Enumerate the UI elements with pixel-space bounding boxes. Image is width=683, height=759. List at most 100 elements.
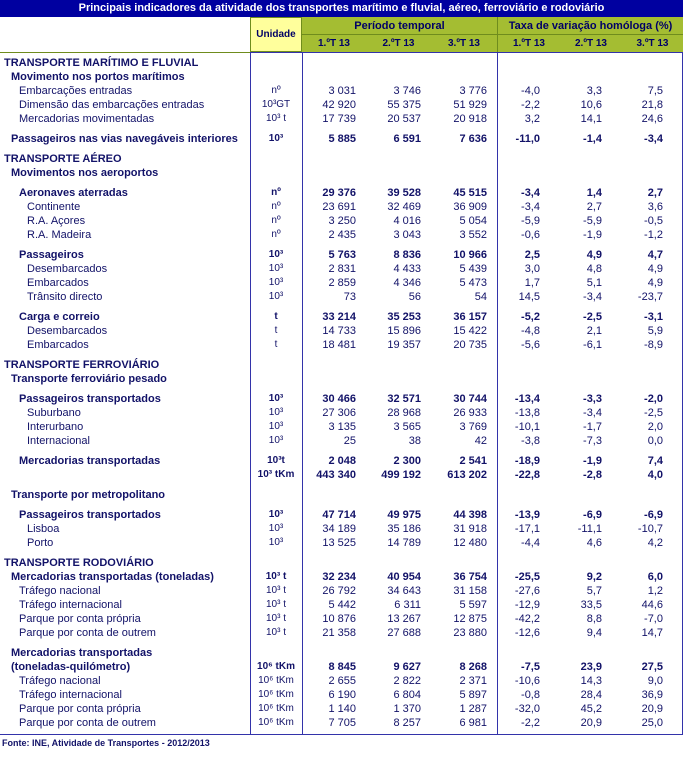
value-cell: [302, 556, 366, 570]
rate-cell: 44,6: [641, 599, 663, 611]
table-row: 10³ tKm 443 340 499 192 613 202 -22,8 -2,8 4,0: [0, 468, 683, 482]
row-label: TRANSPORTE RODOVIÁRIO: [4, 557, 154, 569]
table-row: Movimentos nos aeroportos: [0, 166, 683, 180]
value-cell: 27 306: [322, 407, 356, 419]
unit-cell: 10⁶ tKm: [258, 675, 294, 686]
row-label: Embarcados: [27, 339, 89, 351]
value-cell: 4 433: [393, 263, 421, 275]
row-label: Tráfego internacional: [19, 689, 122, 701]
rate-cell: [622, 166, 683, 180]
row-label: Dimensão das embarcações entradas: [19, 99, 205, 111]
rate-cell: -3,1: [644, 311, 663, 323]
row-label: Passageiros transportados: [19, 509, 161, 521]
table-row: Carga e correio t 33 214 35 253 36 157 -5,2 -2…: [0, 310, 683, 324]
rate-cell: 7,5: [647, 85, 663, 97]
value-cell: [302, 646, 366, 660]
rate-cell: 28,4: [580, 689, 602, 701]
rate-cell: -25,5: [514, 571, 540, 583]
table-row: Tráfego internacional 10⁶ tKm 6 190 6 804 5 …: [0, 688, 683, 702]
unit-cell: 10³: [268, 291, 284, 302]
rate-cell: -3,3: [583, 393, 602, 405]
value-cell: 2 822: [393, 675, 421, 687]
rate-cell: 6,0: [647, 571, 663, 583]
value-cell: 8 268: [459, 661, 487, 673]
value-cell: 19 357: [387, 339, 421, 351]
unit-cell: 10³ t: [265, 113, 286, 124]
rate-cell: -3,4: [583, 407, 602, 419]
value-cell: [431, 358, 497, 372]
value-cell: [366, 372, 431, 386]
unit-cell: 10³: [268, 523, 284, 534]
rate-cell: -1,4: [583, 133, 602, 145]
rate-cell: 3,3: [586, 85, 602, 97]
unit-cell: 10³ t: [265, 599, 286, 610]
value-cell: 2 655: [328, 675, 356, 687]
rate-cell: [622, 70, 683, 84]
value-cell: [431, 166, 497, 180]
source-note: Fonte: INE, Atividade de Transportes - 2…: [2, 738, 210, 748]
rate-cell: 4,9: [647, 277, 663, 289]
rate-cell: -3,4: [583, 291, 602, 303]
value-cell: 18 481: [322, 339, 356, 351]
rate-cell: -23,7: [637, 291, 663, 303]
rate-cell: 1,4: [586, 187, 602, 199]
rate-cell: -11,1: [577, 523, 602, 535]
value-cell: 30 466: [322, 393, 356, 405]
value-cell: 3 769: [459, 421, 487, 433]
value-cell: 35 186: [387, 523, 421, 535]
table-row: Tráfego nacional 10⁶ tKm 2 655 2 822 2 371 -1…: [0, 674, 683, 688]
value-cell: 20 735: [453, 339, 487, 351]
rate-cell: 14,1: [580, 113, 602, 125]
unit-cell: nº: [271, 229, 281, 240]
table-row: Desembarcados 10³ 2 831 4 433 5 439 3,0 4,8 4,9: [0, 262, 683, 276]
table-row: (toneladas-quilómetro) 10⁶ tKm 8 845 9 627 8…: [0, 660, 683, 674]
value-cell: 30 744: [453, 393, 487, 405]
row-label: Parque por conta de outrem: [19, 717, 156, 729]
table-body: TRANSPORTE MARÍTIMO E FLUVIAL Movimento n…: [0, 53, 683, 735]
unit-cell: [250, 166, 302, 180]
value-cell: 21 358: [322, 627, 356, 639]
table-row: Tráfego nacional 10³ t 26 792 34 643 31 158 -…: [0, 584, 683, 598]
table-header: Unidade Período temporal Taxa de variaçã…: [0, 17, 683, 53]
value-cell: 27 688: [387, 627, 421, 639]
table-row: Transporte ferroviário pesado: [0, 372, 683, 386]
table-row: Aeronaves aterradas nº 29 376 39 528 45 515 -…: [0, 186, 683, 200]
value-cell: 32 234: [322, 571, 356, 583]
row-label: Trânsito directo: [27, 291, 103, 303]
rate-cell: 4,9: [586, 249, 602, 261]
table-row: Passageiros nas vias navegáveis interior…: [0, 132, 683, 146]
value-cell: [431, 646, 497, 660]
rate-cell: [497, 372, 560, 386]
value-cell: 8 836: [393, 249, 421, 261]
rate-cell: -6,9: [644, 509, 663, 521]
row-label: Mercadorias movimentadas: [19, 113, 155, 125]
unit-cell: t: [274, 311, 278, 322]
table-row: Embarcados t 18 481 19 357 20 735 -5,6 -6,1 -8,…: [0, 338, 683, 352]
rate-cell: [622, 556, 683, 570]
value-cell: 2 300: [393, 455, 421, 467]
row-label: TRANSPORTE MARÍTIMO E FLUVIAL: [4, 57, 199, 69]
rate-cell: 4,7: [647, 249, 663, 261]
value-cell: 35 253: [387, 311, 421, 323]
value-cell: 6 190: [328, 689, 356, 701]
row-label: Parque por conta de outrem: [19, 627, 156, 639]
rate-cell: -8,9: [644, 339, 663, 351]
value-cell: 2 048: [328, 455, 356, 467]
rate-cell: 33,5: [580, 599, 602, 611]
unit-cell: 10⁶ tKm: [258, 703, 294, 714]
value-cell: 4 016: [393, 215, 421, 227]
value-cell: 14 733: [322, 325, 356, 337]
rate-cell: [622, 152, 683, 166]
table-row: Interurbano 10³ 3 135 3 565 3 769 -10,1 -1,7 2,…: [0, 420, 683, 434]
rate-cell: [497, 166, 560, 180]
value-cell: 6 804: [393, 689, 421, 701]
unit-cell: 10³: [268, 421, 284, 432]
unit-cell: [250, 70, 302, 84]
rate-cell: -1,7: [583, 421, 602, 433]
rate-cell: 14,3: [580, 675, 602, 687]
table-row: Lisboa 10³ 34 189 35 186 31 918 -17,1 -11,1 -10…: [0, 522, 683, 536]
value-cell: [302, 56, 366, 70]
unit-cell: 10³: [268, 133, 284, 144]
column-separator: [250, 53, 251, 734]
